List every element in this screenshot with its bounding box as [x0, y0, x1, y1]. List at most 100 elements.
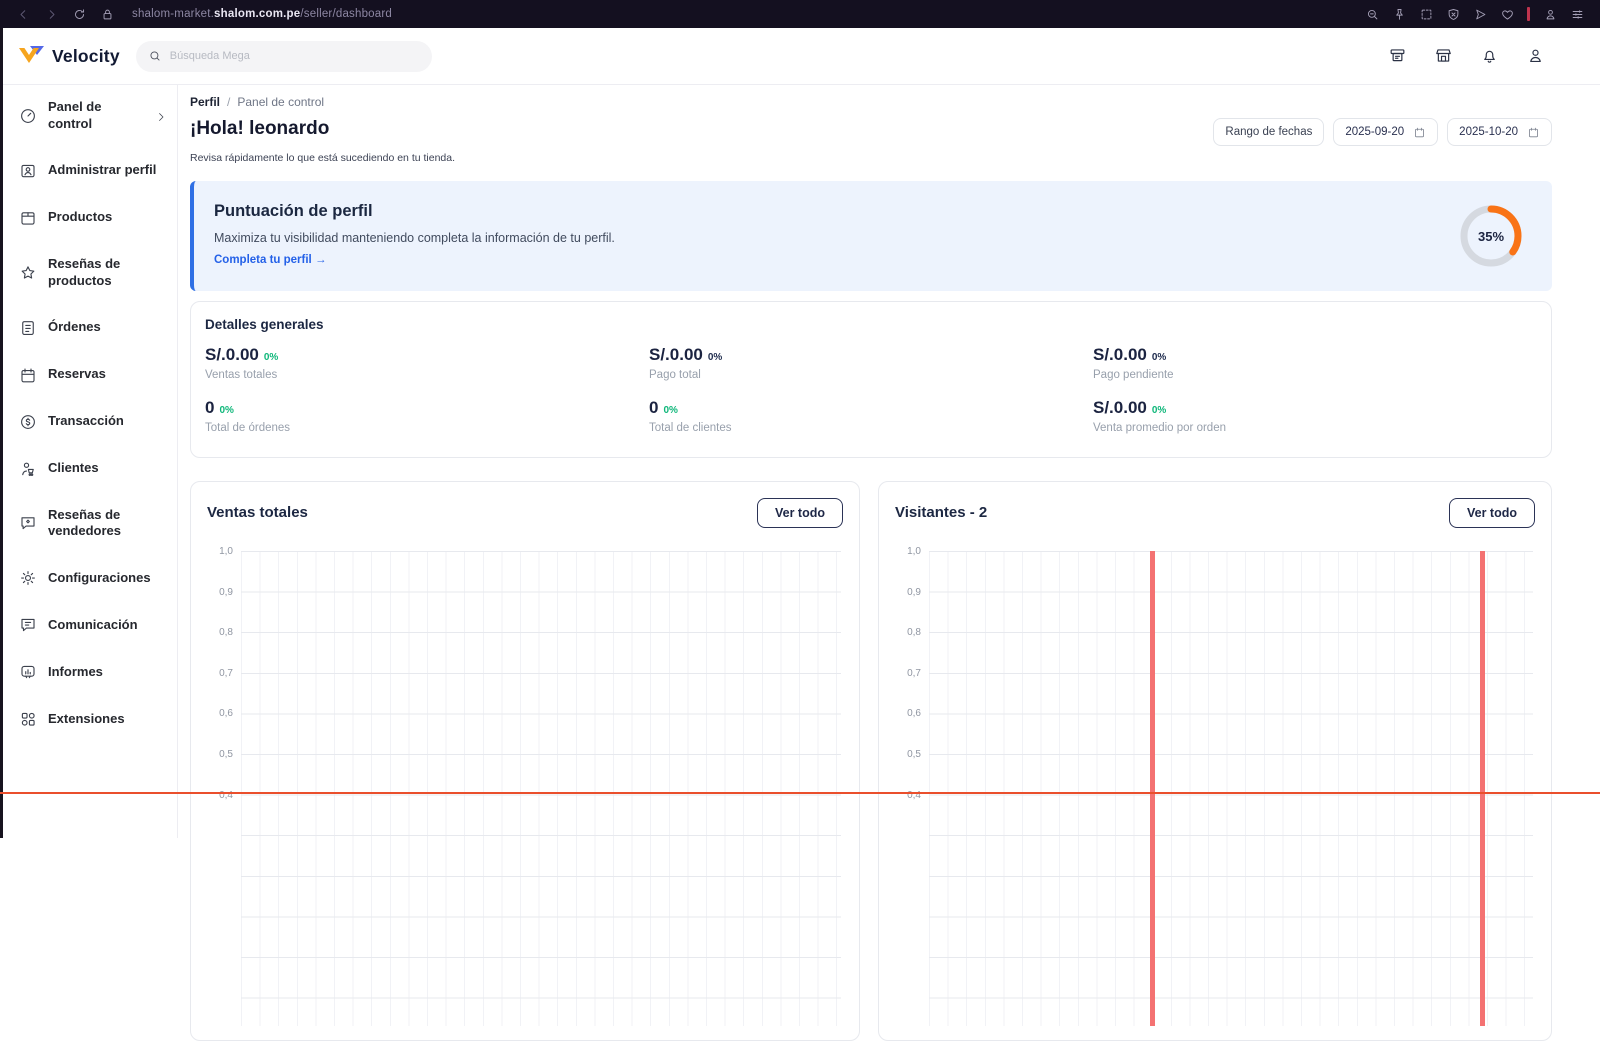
- sidebar-item-label: Administrar perfil: [48, 162, 156, 179]
- sidebar-item-label: Panel de control: [48, 99, 144, 133]
- y-axis-tick: 0,7: [895, 668, 921, 679]
- lock-icon: [96, 3, 118, 25]
- stat-label: Total de clientes: [649, 422, 1093, 434]
- sidebar-item-label: Informes: [48, 664, 103, 681]
- stat-value: S/.0.00: [1093, 345, 1147, 364]
- stat-value: 0: [649, 398, 658, 417]
- stat-change-badge: 0%: [708, 352, 722, 363]
- page-subtitle: Revisa rápidamente lo que está sucediend…: [190, 152, 455, 164]
- stat-value: S/.0.00: [1093, 398, 1147, 417]
- stat-value: S/.0.00: [649, 345, 703, 364]
- general-details-title: Detalles generales: [205, 317, 1537, 332]
- search-input[interactable]: [170, 50, 390, 62]
- sidebar-item-label: Transacción: [48, 413, 124, 430]
- global-search[interactable]: [136, 41, 432, 72]
- y-axis-tick: 0,6: [895, 708, 921, 719]
- sidebar-item-productos[interactable]: Productos: [19, 209, 167, 227]
- date-range-button[interactable]: Rango de fechas: [1213, 118, 1324, 146]
- banner-description: Maximiza tu visibilidad manteniendo comp…: [214, 231, 1532, 245]
- url-domain: shalom.com.pe: [214, 8, 300, 20]
- y-axis-tick: 0,5: [895, 749, 921, 760]
- capture-icon[interactable]: [1415, 3, 1437, 25]
- page-title: ¡Hola! leonardo: [190, 118, 329, 140]
- reload-icon[interactable]: [68, 3, 90, 25]
- y-axis-tick: 0,9: [207, 587, 233, 598]
- y-axis-tick: 0,5: [207, 749, 233, 760]
- visitor-bar: [1480, 551, 1485, 1026]
- sidebar-item-comunicacion[interactable]: Comunicación: [19, 616, 167, 634]
- app-header: Velocity: [3, 28, 1600, 85]
- sidebar-item-reservas[interactable]: Reservas: [19, 366, 167, 384]
- sidebar-item-clientes[interactable]: Clientes: [19, 460, 167, 478]
- sidebar-nav: Panel de control Administrar perfil Produc…: [3, 85, 178, 838]
- sidebar-item-ordenes[interactable]: Órdenes: [19, 319, 167, 337]
- zoom-out-icon[interactable]: [1361, 3, 1383, 25]
- breadcrumb-current[interactable]: Perfil: [190, 95, 220, 109]
- window-bottom-edge: [0, 792, 1600, 794]
- forward-icon[interactable]: [40, 3, 62, 25]
- sidebar-item-resenas-de-vendedores[interactable]: Reseñas de vendedores: [19, 507, 167, 541]
- sidebar-item-label: Reseñas de vendedores: [48, 507, 167, 541]
- stat-label: Venta promedio por orden: [1093, 422, 1537, 434]
- breadcrumb-parent[interactable]: Panel de control: [237, 95, 324, 109]
- heart-icon[interactable]: [1496, 3, 1518, 25]
- sidebar-item-informes[interactable]: Informes: [19, 663, 167, 681]
- sidebar-item-label: Reseñas de productos: [48, 256, 167, 290]
- sidebar-item-label: Extensiones: [48, 711, 125, 728]
- stat-total-de-clientes: 0 0% Total de clientes: [649, 398, 1093, 434]
- account-user-icon[interactable]: [1526, 46, 1546, 66]
- complete-profile-link[interactable]: Completa tu perfil →: [214, 254, 326, 266]
- sidebar-item-panel-de-control[interactable]: Panel de control: [19, 99, 167, 133]
- shield-block-icon[interactable]: [1442, 3, 1464, 25]
- end-date-input[interactable]: 2025-10-20: [1447, 118, 1552, 146]
- y-axis-tick: 0,6: [207, 708, 233, 719]
- brand-logo[interactable]: Velocity: [18, 44, 120, 68]
- stat-label: Total de órdenes: [205, 422, 649, 434]
- end-date-value: 2025-10-20: [1459, 126, 1518, 138]
- chevron-right-icon: [155, 110, 167, 122]
- sidebar-item-administrar-perfil[interactable]: Administrar perfil: [19, 162, 167, 180]
- y-axis-tick: 0,8: [895, 627, 921, 638]
- url-path: /seller/dashboard: [300, 8, 392, 20]
- sidebar-item-transaccion[interactable]: Transacción: [19, 413, 167, 431]
- breadcrumb: Perfil / Panel de control: [190, 95, 324, 109]
- profile-card-icon: [19, 162, 37, 180]
- back-icon[interactable]: [12, 3, 34, 25]
- start-date-input[interactable]: 2025-09-20: [1333, 118, 1438, 146]
- sidebar-item-extensiones[interactable]: Extensiones: [19, 710, 167, 728]
- y-axis-tick: 1,0: [895, 546, 921, 557]
- sidebar-item-label: Comunicación: [48, 617, 138, 634]
- visitor-bar: [1150, 551, 1155, 1026]
- address-bar[interactable]: shalom-market.shalom.com.pe/seller/dashb…: [132, 8, 1355, 20]
- browser-toolbar: shalom-market.shalom.com.pe/seller/dashb…: [0, 0, 1600, 28]
- pos-terminal-icon[interactable]: [1388, 46, 1408, 66]
- browser-profile-icon[interactable]: [1539, 3, 1561, 25]
- pin-icon[interactable]: [1388, 3, 1410, 25]
- notifications-bell-icon[interactable]: [1480, 46, 1500, 66]
- recording-indicator: [1527, 7, 1530, 21]
- url-prefix: shalom-market.: [132, 8, 214, 20]
- stat-change-badge: 0%: [663, 405, 677, 416]
- stat-change-badge: 0%: [219, 405, 233, 416]
- send-icon[interactable]: [1469, 3, 1491, 25]
- sidebar-item-label: Órdenes: [48, 319, 101, 336]
- star-icon: [19, 264, 37, 282]
- chart-gridlines: [241, 551, 841, 1026]
- panel-toggle-icon[interactable]: [1566, 3, 1588, 25]
- review-bubble-icon: [19, 514, 37, 532]
- sales-view-all-button[interactable]: Ver todo: [757, 498, 843, 528]
- dollar-circle-icon: [19, 413, 37, 431]
- storefront-icon[interactable]: [1434, 46, 1454, 66]
- sidebar-item-resenas-de-productos[interactable]: Reseñas de productos: [19, 256, 167, 290]
- y-axis-tick: 0,8: [207, 627, 233, 638]
- visitors-view-all-button[interactable]: Ver todo: [1449, 498, 1535, 528]
- sidebar-item-configuraciones[interactable]: Configuraciones: [19, 569, 167, 587]
